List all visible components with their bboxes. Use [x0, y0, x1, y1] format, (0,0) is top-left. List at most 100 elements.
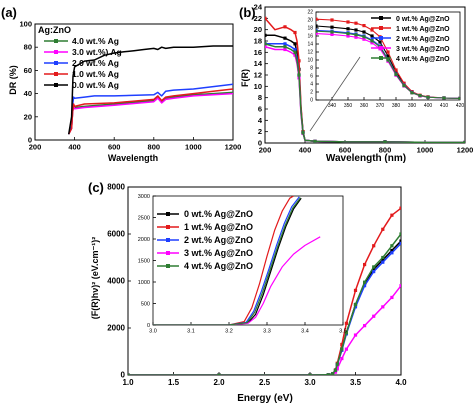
panel-a-ytick-label: 80: [24, 43, 32, 52]
panel-a-legend: 4.0 wt.% Ag 3.0 wt.%) Ag 2.0 wt.% Ag 1.0…: [72, 36, 122, 90]
panel-c-inset-ytick-label: 1000: [138, 280, 150, 286]
panel-b-inset-series-marker: [386, 54, 390, 58]
panel-c-legend-label: 4 wt.% Ag@ZnO: [184, 261, 253, 271]
panel-c-inset-ytick-label: 2000: [138, 237, 150, 243]
panel-b-inset-xtick-label: 370: [376, 103, 385, 109]
panel-b-inset-series-marker: [386, 50, 390, 54]
panel-b-series-marker: [383, 140, 387, 143]
panel-c-inset-ytick-label: 1500: [138, 258, 150, 264]
panel-c-ytick-label: 2000: [107, 324, 125, 333]
panel-a-legend-marker: [54, 50, 58, 54]
panel-a-legend-marker: [54, 39, 58, 43]
panel-b-series-marker: [301, 131, 305, 135]
panel-a-series-line: [67, 83, 233, 135]
panel-a-ytick-label: 40: [24, 89, 32, 98]
panel-c-ytick-label: 4000: [107, 277, 125, 286]
panel-c-inset-xtick-label: 3.3: [263, 329, 271, 335]
panel-c-inset-xtick-label: 3.4: [301, 329, 309, 335]
panel-c-series-marker: [381, 305, 385, 309]
panel-a-xtick-label: 200: [29, 143, 42, 152]
panel-b-legend-label: 0 wt.% Ag@ZnO: [396, 16, 450, 23]
panel-b-series-group: [265, 16, 465, 143]
panel-b-inset-series-marker: [410, 91, 414, 95]
panel-c-series-marker: [335, 367, 339, 371]
panel-b-inset-series-marker: [354, 21, 358, 25]
panel-b-inset-series-marker: [370, 39, 374, 43]
panel-c-legend: 0 wt.% Ag@ZnO 1 wt.% Ag@ZnO 2 wt.% Ag@Zn…: [184, 209, 253, 271]
panel-c-series-marker: [381, 227, 385, 231]
panel-b-inset-series-marker: [386, 58, 390, 62]
panel-c-series-marker: [333, 370, 338, 374]
panel-b-inset-xtick-label: 390: [408, 103, 417, 109]
panel-b-inset-ytick-label: 8: [310, 66, 313, 72]
panel-b-legend-label: 3 wt.% Ag@ZnO: [396, 46, 450, 53]
panel-b-ytick-label: 18: [254, 37, 262, 46]
panel-b-inset-series-marker: [354, 33, 358, 37]
panel-c-legend-marker: [166, 238, 170, 242]
panel-c-inset-ytick-label: 500: [141, 301, 150, 307]
panel-b-xtick-label: 400: [299, 146, 312, 155]
panel-c-legend-label: 3 wt.% Ag@ZnO: [184, 248, 253, 258]
panel-b-legend-marker: [379, 36, 383, 40]
panel-b-series-marker: [265, 45, 267, 49]
panel-c-series-group: [128, 206, 401, 375]
panel-b-series-marker: [293, 30, 297, 35]
panel-b-series-marker: [265, 16, 267, 20]
panel-c-series-marker: [217, 373, 221, 375]
panel-b-inset-series-marker: [330, 32, 334, 36]
panel-b-ytick-label: 22: [254, 14, 262, 23]
panel-c-xtick-label: 2.5: [259, 378, 271, 387]
panel-b-series-marker: [313, 139, 317, 143]
panel-b-inset-series-marker: [354, 28, 358, 32]
panel-c-series-marker: [381, 260, 385, 264]
panel-b-inset-ytick-label: 22: [307, 10, 313, 16]
panel-c-legend-marker: [166, 264, 170, 268]
panel-b-pointer-line: [309, 56, 361, 132]
panel-a-legend-label: 2.0 wt.% Ag: [72, 58, 119, 68]
panel-b-inset-series-marker: [362, 24, 366, 28]
panel-c-series-marker: [372, 265, 376, 269]
panel-a-legend-label: 4.0 wt.% Ag: [72, 36, 119, 46]
panel-b-inset-xtick-label: 380: [392, 103, 401, 109]
panel-b-inset-series-marker: [402, 84, 406, 88]
panel-b-ytick-label: 6: [258, 105, 262, 114]
panel-b-inset-ytick-label: 18: [307, 26, 313, 32]
panel-b-legend-label: 4 wt.% Ag@ZnO: [396, 56, 450, 63]
panel-b-series-marker: [293, 50, 297, 54]
panel-c-xtick-label: 3.5: [350, 378, 362, 387]
panel-b-ylabel: F(R): [240, 69, 250, 87]
panel-b-inset-series-marker: [346, 34, 350, 38]
panel-c-series-marker: [372, 270, 376, 274]
panel-c-series-marker: [399, 241, 401, 245]
panel-label-b: (b): [239, 5, 256, 20]
panel-b-inset-xtick-label: 410: [440, 103, 449, 109]
panel-b-legend-label: 1 wt.% Ag@ZnO: [396, 26, 450, 33]
panel-a-series-line: [68, 88, 233, 135]
panel-c-ytick-label: 6000: [107, 230, 125, 239]
panel-c-series-marker: [363, 280, 367, 284]
panel-b-inset-series-marker: [402, 81, 406, 85]
panel-b-series-marker: [293, 47, 297, 52]
panel-c-inset-series-group: [153, 196, 321, 325]
panel-a-xtick-label: 600: [108, 143, 121, 152]
panel-c-xtick-label: 4.0: [395, 378, 407, 387]
panel-b-legend-marker: [379, 46, 383, 50]
panel-b-series-marker: [265, 42, 267, 46]
panel-b-series-marker: [283, 45, 287, 49]
panel-c-legend-marker: [166, 225, 170, 229]
panel-c-xtick-label: 2.0: [213, 378, 225, 387]
panel-c-series-marker: [390, 213, 394, 217]
panel-b-legend-label: 2 wt.% Ag@ZnO: [396, 36, 450, 43]
panel-b-ytick-label: 0: [258, 139, 262, 148]
panel-c-ytick-label: 8000: [107, 183, 125, 192]
panel-c-ytick-label: 0: [121, 371, 126, 380]
panel-b-inset-series-marker: [316, 24, 318, 28]
panel-b-xtick-label: 600: [339, 146, 352, 155]
panel-b-inset-xtick-label: 420: [456, 103, 465, 109]
panel-c-series-marker: [372, 244, 376, 248]
panel-b-ytick-label: 2: [258, 127, 262, 136]
panel-c-series-marker: [381, 255, 385, 260]
panel-b-xtick-label: 1000: [417, 146, 434, 155]
panel-b-series-marker: [297, 59, 301, 63]
